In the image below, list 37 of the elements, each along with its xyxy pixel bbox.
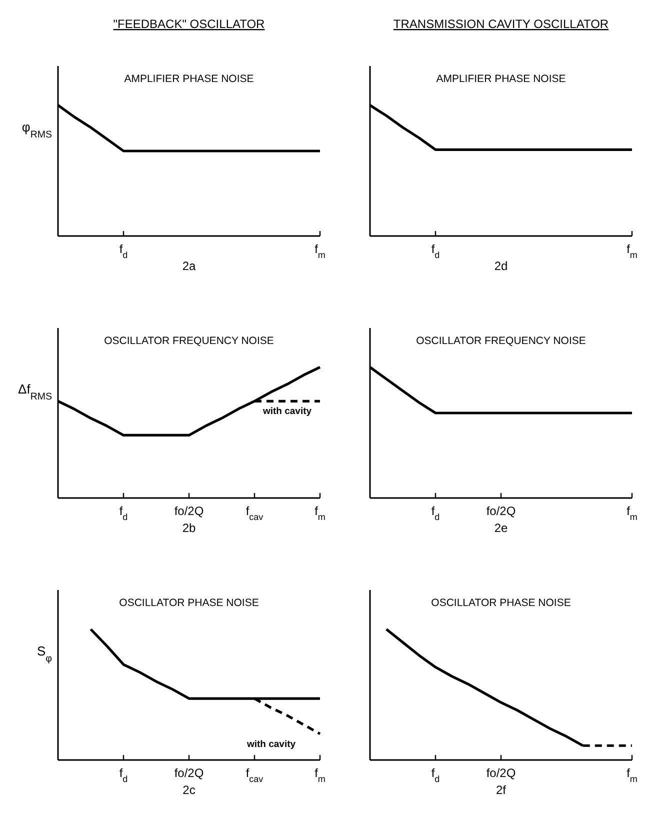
chart-title: OSCILLATOR FREQUENCY NOISE: [416, 335, 586, 347]
x-tick-label: f$_{m}$: [626, 242, 638, 260]
y-axis-title: φ$_{RMS}$: [22, 119, 52, 140]
x-tick-label: f$_{d}$: [119, 242, 128, 260]
x-tick-label: fo/2Q: [486, 766, 516, 780]
annotation: with cavity: [246, 738, 296, 750]
x-tick-label: f$_{d}$: [431, 504, 440, 522]
x-tick-label: f$_{d}$: [431, 766, 440, 784]
chart-title: AMPLIFIER PHASE NOISE: [124, 73, 254, 85]
chart-title: OSCILLATOR FREQUENCY NOISE: [104, 335, 274, 347]
chart-subtitle: TRANSMISSION CAVITY OSCILLATOR: [393, 17, 609, 31]
chart-title: AMPLIFIER PHASE NOISE: [436, 73, 566, 85]
x-tick-label: f$_{d}$: [119, 766, 128, 784]
x-axis-title: 2e: [494, 521, 508, 535]
x-tick-label: f$_{m}$: [626, 766, 638, 784]
x-tick-label: f$_{d}$: [119, 504, 128, 522]
x-tick-label: f$_{m}$: [314, 504, 326, 522]
x-axis-title: 2d: [494, 259, 508, 273]
x-tick-label: fo/2Q: [174, 766, 204, 780]
x-axis-title: 2f: [496, 783, 507, 797]
x-axis-title: 2c: [182, 783, 196, 797]
chart-title: OSCILLATOR PHASE NOISE: [119, 597, 259, 609]
y-axis-title: Δf$_{RMS}$: [18, 381, 52, 402]
x-tick-label: f$_{m}$: [314, 766, 326, 784]
x-tick-label: f$_{cav}$: [246, 766, 264, 784]
annotation: with cavity: [262, 406, 312, 418]
x-axis-title: 2b: [182, 521, 196, 535]
x-tick-label: fo/2Q: [174, 504, 204, 518]
x-tick-label: fo/2Q: [486, 504, 516, 518]
x-tick-label: f$_{m}$: [314, 242, 326, 260]
chart-subtitle: "FEEDBACK" OSCILLATOR: [113, 17, 266, 31]
x-tick-label: f$_{m}$: [626, 504, 638, 522]
x-tick-label: f$_{d}$: [431, 242, 440, 260]
x-tick-label: f$_{cav}$: [246, 504, 264, 522]
x-axis-title: 2a: [182, 259, 196, 273]
y-axis-title: S$_{φ}$: [37, 643, 52, 664]
chart-title: OSCILLATOR PHASE NOISE: [431, 597, 571, 609]
